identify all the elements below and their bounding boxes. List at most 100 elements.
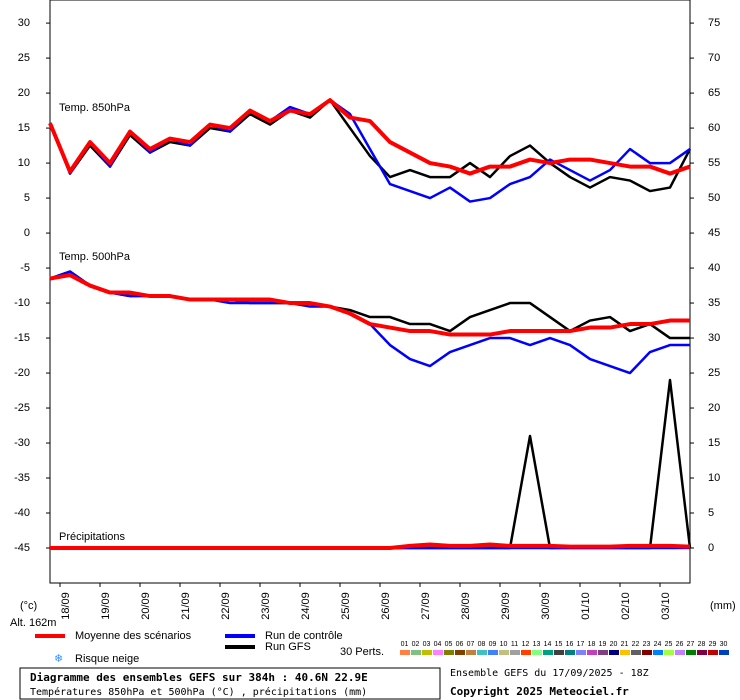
perturbation-swatch xyxy=(400,650,410,655)
perturbation-swatch xyxy=(686,650,696,655)
y2-tick-label: 10 xyxy=(708,472,720,484)
perturbation-swatch xyxy=(488,650,498,655)
y2-tick-label: 0 xyxy=(708,542,714,554)
x-tick-label: 18/09 xyxy=(60,592,72,620)
series-line xyxy=(48,98,691,203)
perturbation-label: 07 xyxy=(467,641,475,648)
perturbation-label: 05 xyxy=(445,641,453,648)
series-line xyxy=(48,98,691,176)
perturbation-label: 24 xyxy=(654,641,662,648)
y2-tick-label: 45 xyxy=(708,227,720,239)
perturbation-label: 04 xyxy=(434,641,442,648)
x-tick-label: 22/09 xyxy=(220,592,232,620)
y2-tick-label: 60 xyxy=(708,122,720,134)
perturbation-label: 03 xyxy=(423,641,431,648)
perturbation-label: 13 xyxy=(533,641,541,648)
x-tick-label: 28/09 xyxy=(460,592,472,620)
x-tick-label: 19/09 xyxy=(100,592,112,620)
snow-icon: ❄ xyxy=(54,653,63,665)
perturbation-label: 16 xyxy=(566,641,574,648)
perturbation-label: 26 xyxy=(676,641,684,648)
perturbation-label: 09 xyxy=(489,641,497,648)
legend-label: Moyenne des scénarios xyxy=(75,630,192,642)
x-tick-label: 26/09 xyxy=(380,592,392,620)
perturbation-swatch xyxy=(411,650,421,655)
perturbation-swatch xyxy=(653,650,663,655)
panel-label: Temp. 850hPa xyxy=(59,102,131,114)
perturbation-label: 08 xyxy=(478,641,486,648)
run-info: Ensemble GEFS du 17/09/2025 - 18Z xyxy=(450,668,649,679)
x-tick-label: 27/09 xyxy=(420,592,432,620)
perturbation-label: 18 xyxy=(588,641,596,648)
y-tick-label: -15 xyxy=(14,332,30,344)
perturbation-swatch xyxy=(477,650,487,655)
perturbation-label: 14 xyxy=(544,641,552,648)
perturbation-label: 01 xyxy=(401,641,409,648)
x-tick-label: 20/09 xyxy=(140,592,152,620)
perturbation-swatch xyxy=(609,650,619,655)
perturbation-label: 10 xyxy=(500,641,508,648)
y2-tick-label: 15 xyxy=(708,437,720,449)
info-box xyxy=(19,667,441,700)
perturbation-swatch xyxy=(576,650,586,655)
x-tick-label: 29/09 xyxy=(500,592,512,620)
perturbation-label: 27 xyxy=(687,641,695,648)
y2-tick-label: 35 xyxy=(708,297,720,309)
y2-tick-label: 20 xyxy=(708,402,720,414)
perturbation-label: 11 xyxy=(511,641,518,648)
y-tick-label: 25 xyxy=(18,52,30,64)
x-tick-label: 24/09 xyxy=(300,592,312,620)
perturbation-label: 02 xyxy=(412,641,420,648)
perturbation-swatch xyxy=(532,650,542,655)
legend-label: Run GFS xyxy=(265,641,311,653)
x-tick-label: 03/10 xyxy=(660,592,672,620)
y-tick-label: -20 xyxy=(14,367,30,379)
y-tick-label: -45 xyxy=(14,542,30,554)
perturbation-swatch xyxy=(631,650,641,655)
y-tick-label: 10 xyxy=(18,157,30,169)
y2-tick-label: 70 xyxy=(708,52,720,64)
perturbation-label: 15 xyxy=(555,641,563,648)
x-tick-label: 21/09 xyxy=(180,592,192,620)
series-line xyxy=(50,542,691,551)
title: Diagramme des ensembles GEFS sur 384h : … xyxy=(30,671,368,684)
perturbation-swatch xyxy=(433,650,443,655)
perturbation-swatch xyxy=(444,650,454,655)
copyright: Copyright 2025 Meteociel.fr xyxy=(450,685,629,698)
perturbation-label: 12 xyxy=(522,641,530,648)
y2-tick-label: 25 xyxy=(708,367,720,379)
y-tick-label: 30 xyxy=(18,17,30,29)
y2-tick-label: 65 xyxy=(708,87,720,99)
perturbation-swatch xyxy=(719,650,729,655)
perturbation-label: 28 xyxy=(698,641,706,648)
perturbation-swatch xyxy=(620,650,630,655)
x-tick-label: 30/09 xyxy=(540,592,552,620)
y2-tick-label: 40 xyxy=(708,262,720,274)
y2-tick-label: 50 xyxy=(708,192,720,204)
legend-label: Run de contrôle xyxy=(265,630,343,642)
perturbation-swatch xyxy=(422,650,432,655)
perturbation-swatch xyxy=(521,650,531,655)
altitude: Alt. 162m xyxy=(10,617,56,629)
perturbation-swatch xyxy=(499,650,509,655)
y-tick-label: 5 xyxy=(24,192,30,204)
perturbation-swatch xyxy=(642,650,652,655)
perturbation-swatch xyxy=(565,650,575,655)
y-axis-label: (°c) xyxy=(20,600,37,612)
perturbation-swatch xyxy=(466,650,476,655)
perturbation-swatch xyxy=(697,650,707,655)
subtitle: Températures 850hPa et 500hPa (°C) , pré… xyxy=(30,686,367,698)
y2-axis-label: (mm) xyxy=(710,600,736,612)
perturbation-swatch xyxy=(510,650,520,655)
perturbation-label: 20 xyxy=(610,641,618,648)
y-tick-label: -10 xyxy=(14,297,30,309)
perturbation-label: 23 xyxy=(643,641,651,648)
perturbation-swatch xyxy=(554,650,564,655)
perturbation-swatch xyxy=(664,650,674,655)
y2-tick-label: 75 xyxy=(708,17,720,29)
x-tick-label: 01/10 xyxy=(580,592,592,620)
panel-label: Temp. 500hPa xyxy=(59,251,131,263)
perturbation-label: 30 xyxy=(720,641,728,648)
perturbation-swatch xyxy=(598,650,608,655)
